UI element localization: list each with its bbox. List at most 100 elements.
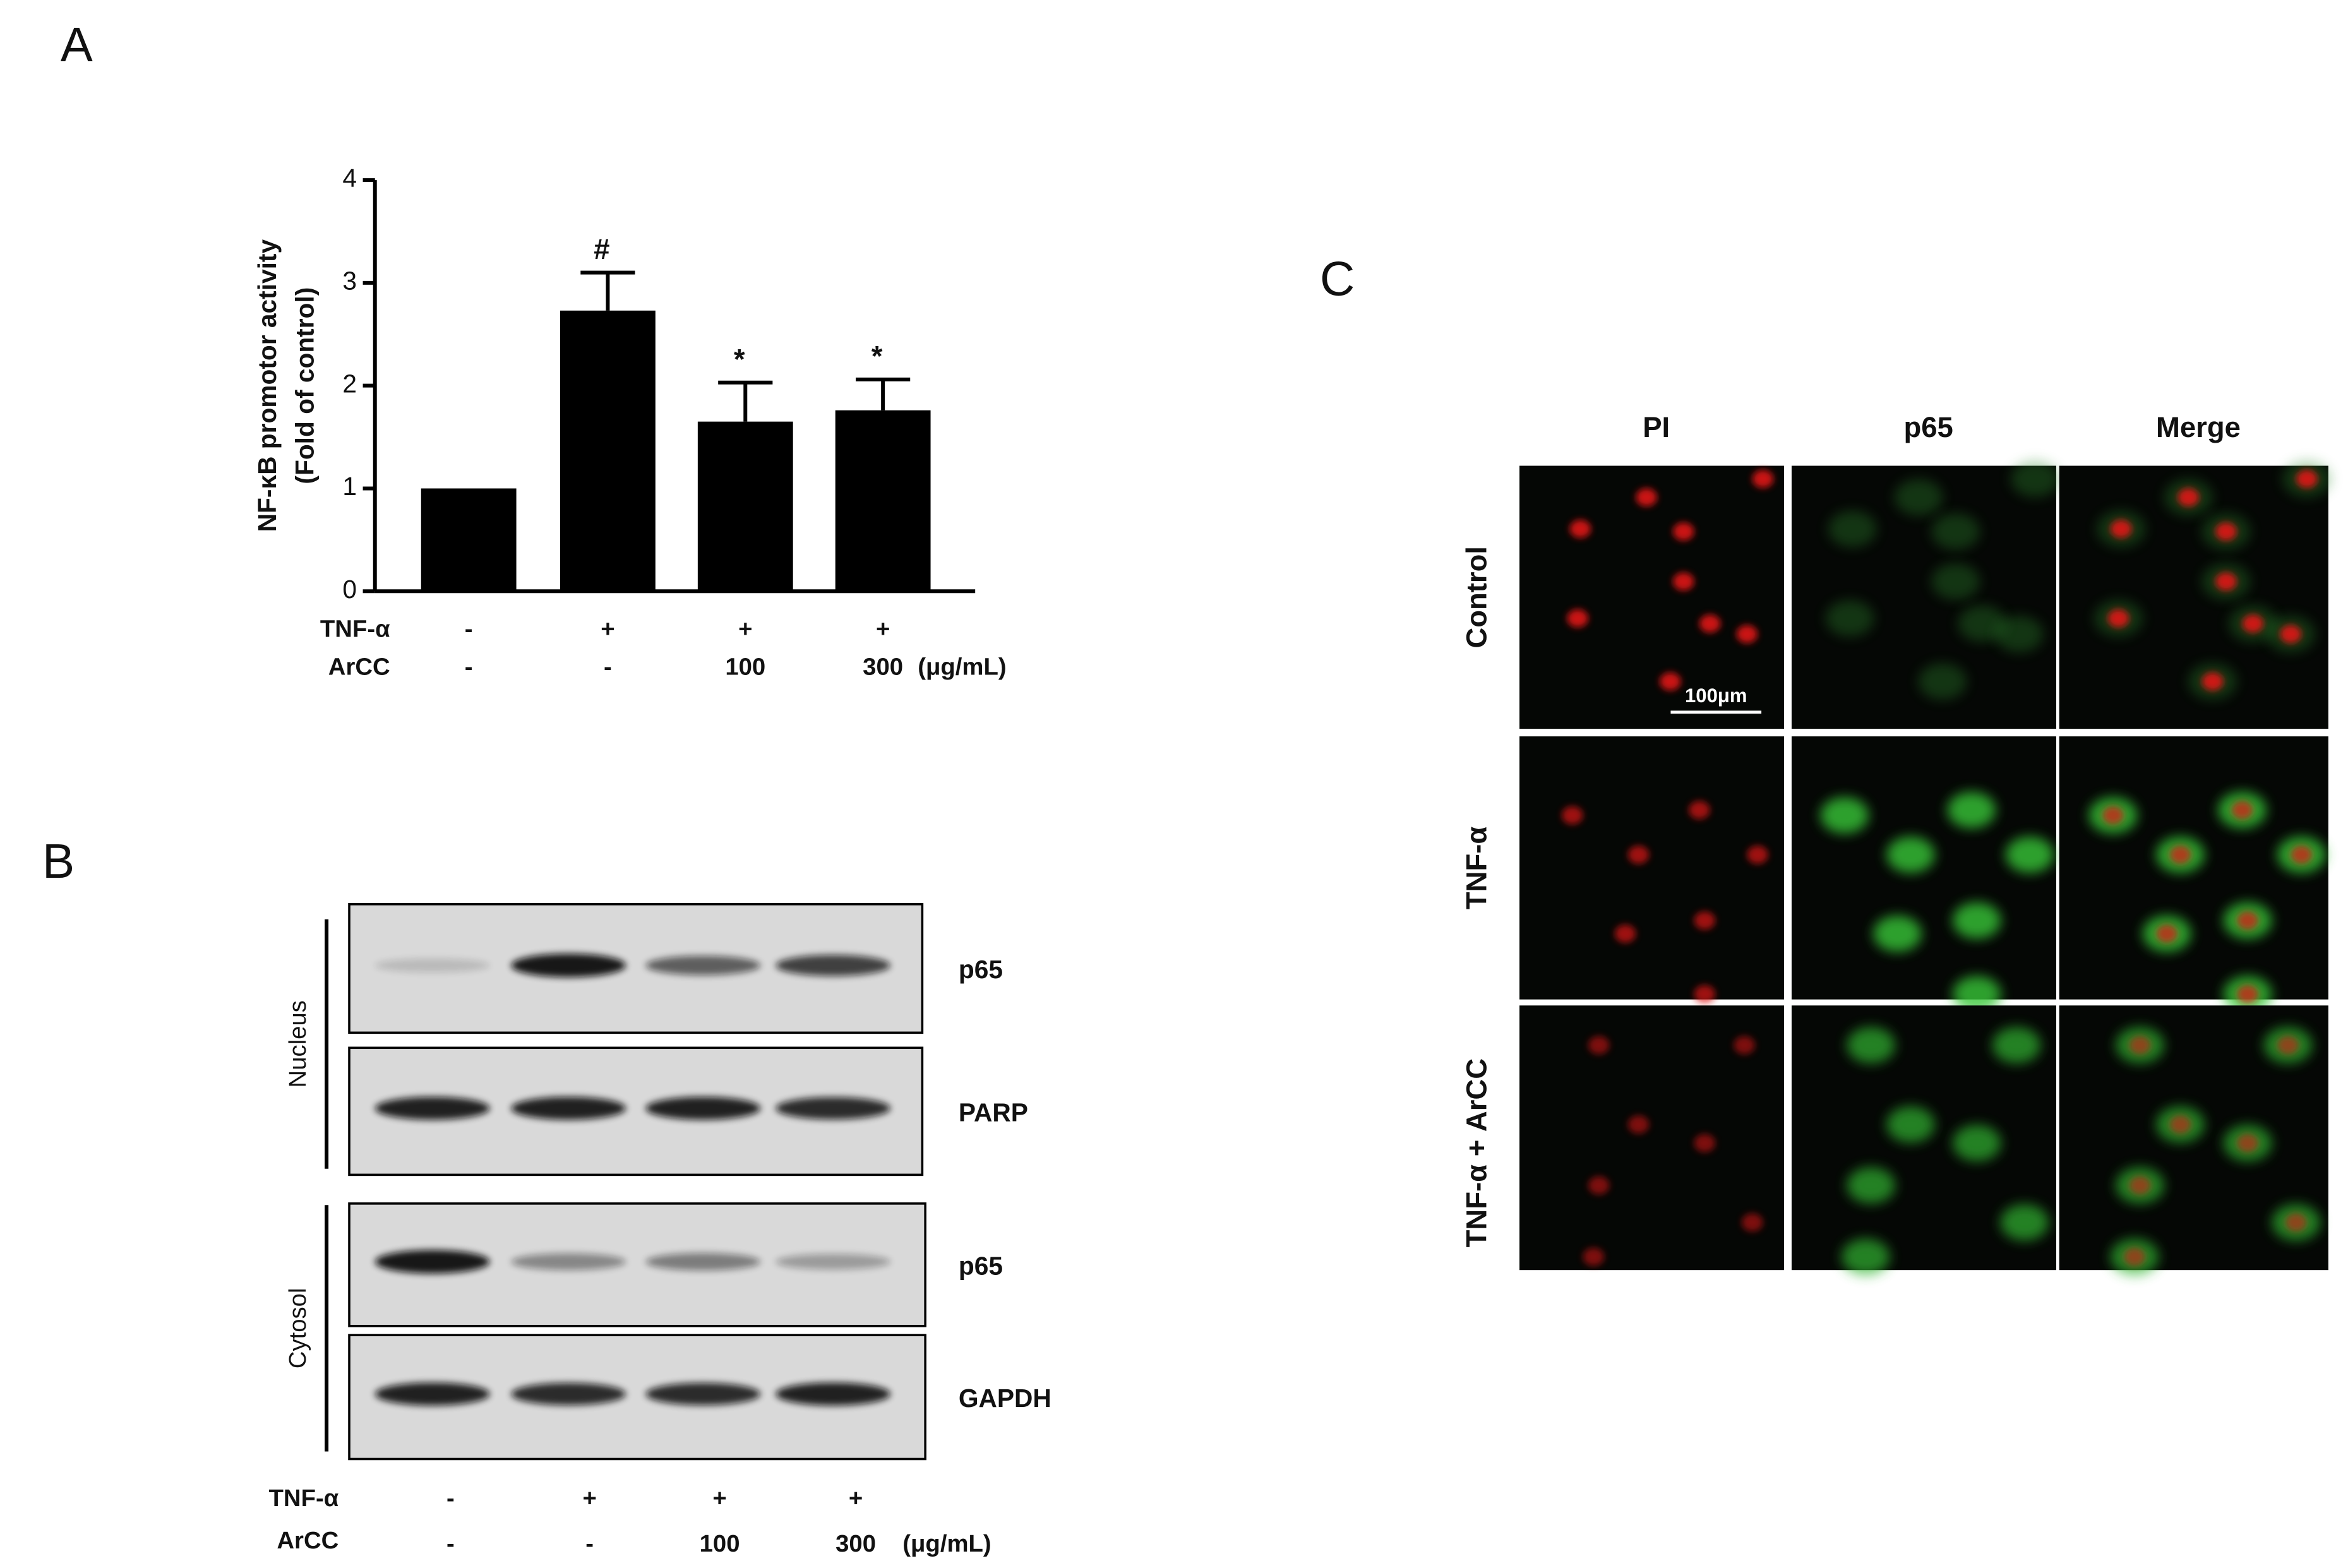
cell-nucleus xyxy=(1588,1036,1610,1055)
blot-band xyxy=(776,1097,891,1120)
compartment-label: Cytosol xyxy=(284,1288,311,1369)
column-label: Merge xyxy=(2156,411,2241,443)
blot-band xyxy=(374,1096,490,1120)
condition-value: 100 xyxy=(700,1530,740,1557)
y-axis-label-line: NF-κB promotor activity xyxy=(253,239,282,532)
cell-nucleus xyxy=(2280,625,2301,643)
annotation: # xyxy=(594,233,609,265)
cell-nucleus xyxy=(1588,1176,1610,1195)
cell-cytoplasm xyxy=(1931,563,1980,600)
cell-cytoplasm xyxy=(2011,460,2059,498)
cell-cytoplasm xyxy=(1992,1027,2041,1063)
blot-band xyxy=(511,1382,626,1406)
cell-nucleus xyxy=(2291,846,2313,864)
column-label: p65 xyxy=(1903,411,1953,443)
condition-label: TNF-α xyxy=(320,616,390,643)
cell-nucleus xyxy=(2201,672,2224,691)
blot-band xyxy=(776,1382,891,1406)
cell-cytoplasm xyxy=(1958,605,2006,642)
cell-nucleus xyxy=(1660,672,1681,691)
column-label: PI xyxy=(1643,411,1670,443)
y-axis-label: NF-κB promotor activity (Fold of control… xyxy=(253,239,320,532)
cell-nucleus xyxy=(2156,925,2177,943)
error-bar xyxy=(580,270,635,311)
unit: (μg/mL) xyxy=(902,1530,991,1557)
cell-cytoplasm xyxy=(1873,915,1922,952)
cell-cytoplasm xyxy=(1886,1106,1935,1143)
band-label: GAPDH xyxy=(959,1384,1051,1413)
cell-nucleus xyxy=(1734,1036,1755,1055)
micrograph xyxy=(2059,1005,2328,1275)
cell-cytoplasm xyxy=(1886,836,1935,873)
cell-nucleus xyxy=(2237,984,2258,1003)
cell-nucleus xyxy=(2296,470,2318,488)
cell-nucleus xyxy=(1567,609,1588,628)
blot-band xyxy=(511,954,626,978)
cell-nucleus xyxy=(2110,520,2132,538)
cell-nucleus xyxy=(2169,1115,2191,1134)
cell-nucleus xyxy=(1747,846,1768,864)
cell-nucleus xyxy=(2177,488,2200,506)
cell-cytoplasm xyxy=(1952,1125,2001,1161)
condition-value: + xyxy=(738,616,752,643)
cell-nucleus xyxy=(2169,846,2191,864)
scale-bar-label: 100μm xyxy=(1685,685,1747,707)
condition-value: 300 xyxy=(836,1530,876,1557)
cell-cytoplasm xyxy=(2005,836,2054,873)
error-bar xyxy=(856,377,911,410)
cell-nucleus xyxy=(2102,806,2124,825)
y-tick-label: 3 xyxy=(342,266,357,296)
cell-nucleus xyxy=(2215,572,2237,591)
annotation: * xyxy=(734,343,745,375)
cell-nucleus xyxy=(2237,1134,2258,1152)
cell-nucleus xyxy=(1694,1134,1716,1152)
cell-cytoplasm xyxy=(1894,479,1943,516)
row-label: Control xyxy=(1460,546,1492,649)
blot-band xyxy=(374,1382,490,1406)
condition-value: + xyxy=(712,1485,726,1512)
condition-value: + xyxy=(583,1485,597,1512)
condition-value: 300 xyxy=(863,653,903,680)
micrograph xyxy=(1519,736,1785,1003)
condition-value: - xyxy=(446,1530,455,1557)
blot-frame xyxy=(348,1334,926,1461)
cell-cytoplasm xyxy=(1847,1027,1895,1063)
cell-nucleus xyxy=(1673,522,1694,541)
cell-nucleus xyxy=(2231,801,2253,820)
panel-label: C xyxy=(1320,253,1355,306)
cell-nucleus xyxy=(1583,1247,1605,1266)
blot-band xyxy=(645,1096,761,1120)
cell-nucleus xyxy=(1736,625,1758,643)
cell-nucleus xyxy=(1741,1213,1763,1232)
condition-value: + xyxy=(849,1485,863,1512)
y-axis-label-line: (Fold of control) xyxy=(291,287,320,484)
cell-nucleus xyxy=(1694,984,1716,1003)
blot-band xyxy=(511,1096,626,1120)
blot-band xyxy=(511,1253,626,1271)
bar xyxy=(421,488,517,592)
micrograph xyxy=(2059,736,2328,1013)
cell-nucleus xyxy=(2277,1036,2299,1055)
micrograph xyxy=(1519,1005,1785,1271)
blot-frame xyxy=(348,1046,924,1176)
y-tick-label: 4 xyxy=(342,164,357,193)
blot-band xyxy=(645,955,761,976)
condition-label: ArCC xyxy=(277,1527,338,1554)
cell-cytoplasm xyxy=(1828,510,1877,548)
cell-cytoplasm xyxy=(2000,1204,2049,1241)
cell-cytoplasm xyxy=(1825,600,1874,637)
cell-nucleus xyxy=(1627,846,1650,864)
blot-band xyxy=(776,1254,891,1270)
unit: (μg/mL) xyxy=(918,653,1006,680)
condition-value: + xyxy=(876,616,890,643)
panel-label: B xyxy=(42,835,75,889)
band-label: p65 xyxy=(959,1251,1003,1280)
condition-value: 100 xyxy=(725,653,765,680)
compartment-label: Nucleus xyxy=(284,1000,311,1087)
cell-nucleus xyxy=(1689,801,1710,820)
cell-cytoplasm xyxy=(1820,797,1869,834)
cell-nucleus xyxy=(1627,1115,1650,1134)
y-tick-label: 0 xyxy=(342,575,357,604)
